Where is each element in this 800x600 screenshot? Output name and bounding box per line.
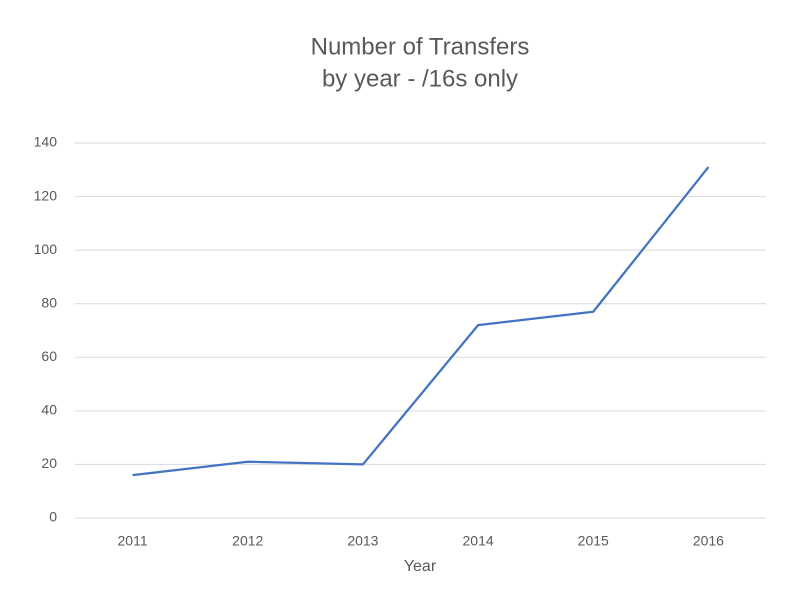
x-axis-label: Year <box>404 558 437 575</box>
y-tick-label: 100 <box>34 241 58 257</box>
y-tick-label: 140 <box>34 134 58 150</box>
x-tick-label: 2011 <box>118 533 148 549</box>
x-tick-label: 2013 <box>347 533 378 549</box>
y-tick-label: 60 <box>41 348 57 364</box>
y-tick-label: 120 <box>34 187 58 203</box>
y-tick-label: 80 <box>41 294 57 310</box>
y-tick-label: 0 <box>49 509 57 525</box>
line <box>132 166 710 477</box>
x-tick-label: 2012 <box>232 533 263 549</box>
chart-subtitle: by year - /16s only <box>322 65 518 92</box>
x-tick-label: 2015 <box>578 533 609 549</box>
y-tick-label: 40 <box>41 402 57 418</box>
x-tick-label: 2014 <box>463 533 494 549</box>
y-tick-label: 20 <box>41 455 57 471</box>
chart-title: Number of Transfers <box>311 33 530 60</box>
x-tick-label: 2016 <box>693 533 724 549</box>
